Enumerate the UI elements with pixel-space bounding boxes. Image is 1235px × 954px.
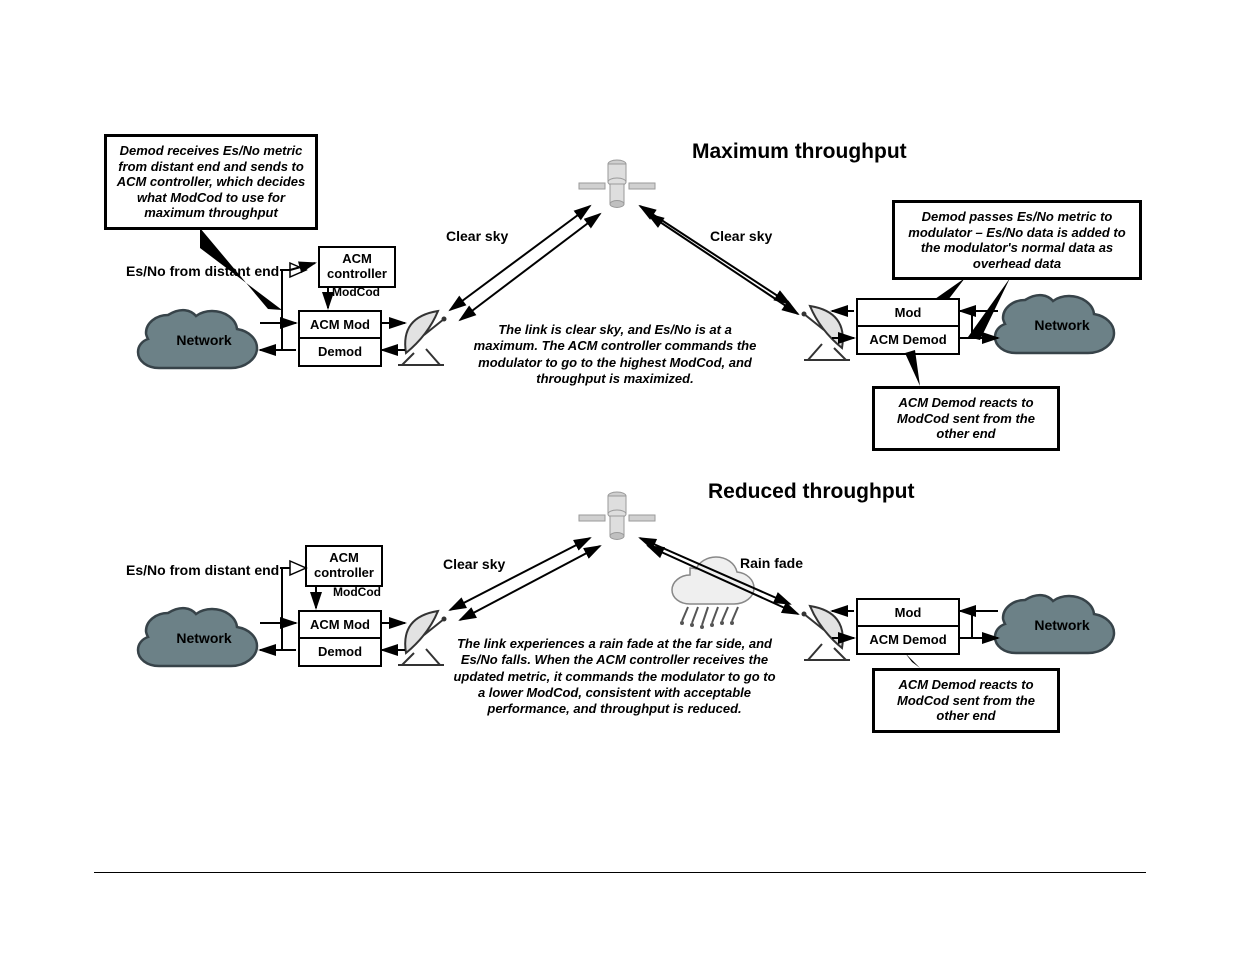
desc-top: The link is clear sky, and Es/No is at a… [471,322,759,387]
box-acm-demod-bottom: ACM Demod [856,625,960,655]
link-right-up-top [640,206,790,304]
label-esno-top: Es/No from distant end [126,263,279,279]
callout-acm-reacts-bottom: ACM Demod reacts to ModCod sent from the… [872,668,1060,733]
callout-pointer-right-top-2 [968,278,1010,340]
wire-demod-up-bottom [282,568,296,650]
text-controller-b: controller [314,566,374,581]
link-left-up-bottom [450,538,590,610]
callout-acm-reacts-top: ACM Demod reacts to ModCod sent from the… [872,386,1060,451]
title-reduced: Reduced throughput [708,480,914,504]
callout-pointer-right-top [935,278,965,300]
label-clear-sky-bottom: Clear sky [443,556,505,572]
box-acm-controller-top: ACM controller [318,246,396,288]
text-controller: controller [327,267,387,282]
wire-feedback-top [960,311,972,338]
wire-demod-up-top [282,270,296,350]
divider-line [94,872,1146,873]
text-network-lt: Network [176,332,231,348]
text-acm: ACM [342,252,372,267]
box-demod-top: Demod [298,337,382,367]
box-demod-bottom: Demod [298,637,382,667]
label-modcod-bottom: ModCod [333,585,381,599]
network-cloud-left-top: Network [138,310,257,368]
desc-bottom: The link experiences a rain fade at the … [452,636,777,717]
label-rain-fade: Rain fade [740,555,803,571]
box-mod-top: Mod [856,298,960,328]
dish-left-top [398,311,447,365]
text-network-lb: Network [176,630,231,646]
label-clear-sky-right-top: Clear sky [710,228,772,244]
label-clear-sky-left-top: Clear sky [446,228,508,244]
box-acm-controller-bottom: ACM controller [305,545,383,587]
network-cloud-left-bottom: Network [138,608,257,666]
text-acm-b: ACM [329,551,359,566]
satellite-icon-top [579,160,655,208]
title-maximum: Maximum throughput [692,140,907,164]
network-cloud-right-top: Network [995,295,1114,353]
text-network-rb: Network [1034,617,1089,633]
box-acm-demod-top: ACM Demod [856,325,960,355]
box-mod-bottom: Mod [856,598,960,628]
box-acm-mod-bottom: ACM Mod [298,610,382,640]
box-acm-mod-top: ACM Mod [298,310,382,340]
callout-demod-passes: Demod passes Es/No metric to modulator –… [892,200,1142,280]
callout-pointer-reacts-top [905,350,920,386]
callout-demod-receives: Demod receives Es/No metric from distant… [104,134,318,230]
label-esno-bottom: Es/No from distant end [126,562,279,578]
dish-left-bottom [398,611,447,665]
dish-right-bottom [802,606,851,660]
wire-feedback-bottom [960,611,972,638]
link-left-up-top [450,206,590,310]
satellite-icon-bottom [579,492,655,540]
network-cloud-right-bottom: Network [995,595,1114,653]
text-network-rt: Network [1034,317,1089,333]
dish-right-top [802,306,851,360]
link-right-up-bottom [640,538,790,604]
